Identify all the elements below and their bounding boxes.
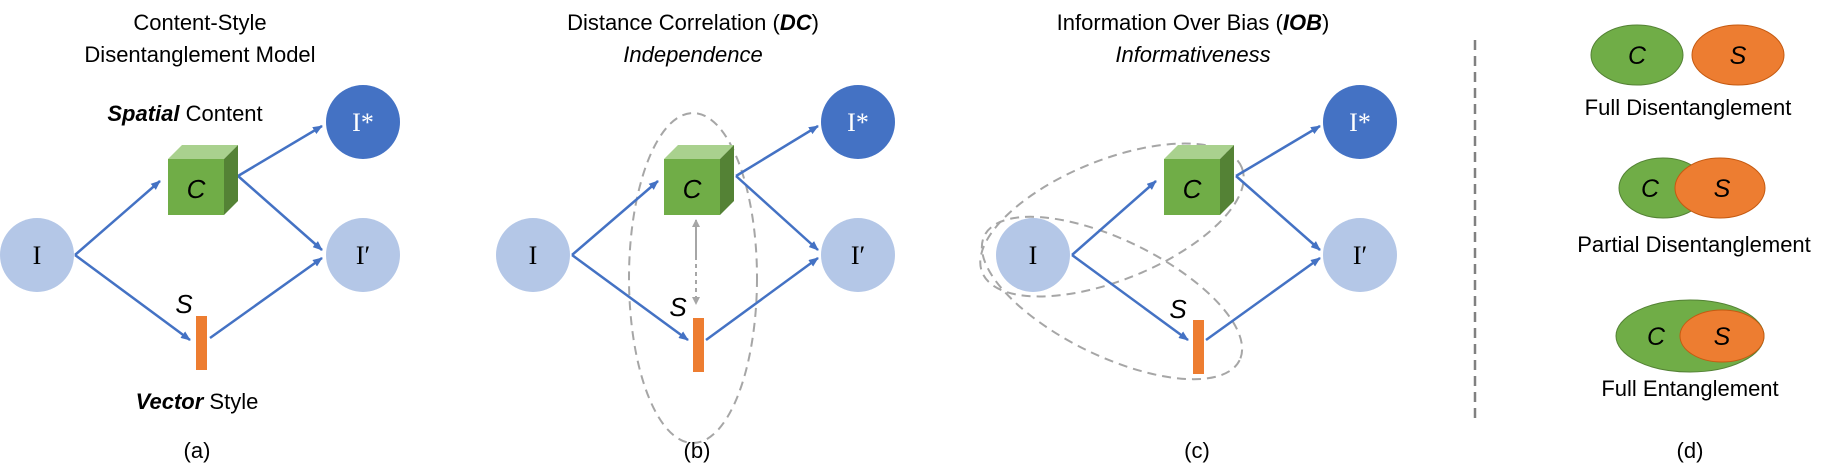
spatial-bold: Spatial (107, 101, 180, 126)
input-node-label: I (33, 241, 42, 270)
panel-b-title-prefix: Distance Correlation ( (567, 10, 780, 35)
arrow-b-content-to-output-star (735, 124, 819, 178)
c-output-prime-node (1323, 218, 1397, 292)
b-output-prime-node (821, 218, 895, 292)
output-star-node (326, 85, 400, 159)
arrow-c-style-to-output-prime (1205, 256, 1321, 342)
panel-b-subtitle: Independence (623, 42, 762, 67)
panel-c-title: Information Over Bias (IOB) (1057, 10, 1330, 35)
panel-a-title-line2: Disentanglement Model (84, 42, 315, 67)
b-output-star-node (821, 85, 895, 159)
spatial-content-label: Spatial Content (107, 101, 262, 126)
pd-content-label: C (1641, 175, 1660, 203)
panel-b-title: Distance Correlation (DC) (567, 10, 819, 35)
full-entanglement-label: Full Entanglement (1601, 376, 1778, 401)
arrow-c-content-to-output-prime (1235, 175, 1321, 251)
fd-style-label: S (1730, 42, 1747, 70)
arrow-b-style-to-output-prime (705, 256, 819, 342)
panel-b-title-abbr: DC (780, 10, 813, 35)
input-node (0, 218, 74, 292)
output-star-label: I* (352, 108, 374, 137)
fd-content-label: C (1628, 42, 1647, 70)
vector-bold: Vector (136, 389, 205, 414)
b-content-cube-label: C (683, 174, 702, 204)
panel-c-subtitle: Informativeness (1115, 42, 1270, 67)
b-output-prime-label: I′ (851, 241, 865, 270)
panel-c-title-prefix: Information Over Bias ( (1057, 10, 1284, 35)
arrow-style-to-output-prime (209, 256, 323, 340)
style-word: Style (203, 389, 258, 414)
b-output-star-label: I* (847, 108, 869, 137)
b-style-vector-label: S (669, 292, 687, 322)
panel-a-title-line1: Content-Style (133, 10, 266, 35)
panel-b-caption: (b) (684, 438, 711, 463)
iob-style-ellipse (980, 215, 1244, 381)
fe-style-ellipse (1679, 309, 1765, 363)
c-output-star-label: I* (1349, 108, 1371, 137)
fd-content-ellipse (1590, 24, 1684, 86)
output-prime-label: I′ (356, 241, 370, 270)
panel-c: Information Over Bias (IOB) Informativen… (979, 10, 1397, 463)
arrow-c-input-to-content (1071, 180, 1157, 256)
arrow-c-content-to-output-star (1235, 124, 1321, 178)
arrow-b-input-to-style (571, 253, 689, 342)
output-prime-node (326, 218, 400, 292)
c-output-star-node (1323, 85, 1397, 159)
fd-style-ellipse (1691, 24, 1785, 86)
full-disentanglement-label: Full Disentanglement (1585, 95, 1792, 120)
panel-c-title-suffix: ) (1322, 10, 1329, 35)
arrow-input-to-style (74, 253, 191, 342)
panel-d: C S Full Disentanglement C S Partial Dis… (1577, 24, 1811, 463)
panel-c-caption: (c) (1184, 438, 1210, 463)
arrow-content-to-output-star (237, 124, 323, 178)
c-output-prime-label: I′ (1353, 241, 1367, 270)
dc-dependence-ellipse (628, 112, 758, 444)
panel-b-title-suffix: ) (812, 10, 819, 35)
arrow-b-content-to-output-prime (735, 175, 819, 251)
panel-d-caption: (d) (1677, 438, 1704, 463)
panel-b: Distance Correlation (DC) Independence I… (496, 10, 895, 463)
fe-style-label: S (1714, 323, 1731, 351)
arrow-input-to-content (74, 180, 161, 256)
c-style-vector (1193, 320, 1204, 374)
arrow-b-input-to-content (571, 180, 659, 256)
vector-style-label: Vector Style (136, 389, 259, 414)
b-style-vector (693, 318, 704, 372)
style-vector (196, 316, 207, 370)
partial-disentanglement-label: Partial Disentanglement (1577, 232, 1811, 257)
c-style-vector-label: S (1169, 294, 1187, 324)
pd-style-label: S (1714, 175, 1731, 203)
b-input-node-label: I (529, 241, 538, 270)
style-vector-label: S (175, 289, 193, 319)
fe-content-label: C (1647, 323, 1666, 351)
arrow-c-input-to-style (1071, 253, 1189, 342)
arrow-content-to-output-prime (237, 175, 323, 251)
content-word: Content (179, 101, 262, 126)
panel-c-title-abbr: IOB (1283, 10, 1322, 35)
c-input-node-label: I (1029, 241, 1038, 270)
panel-a-caption: (a) (184, 438, 211, 463)
content-cube-label: C (187, 174, 206, 204)
c-input-node (996, 218, 1070, 292)
pd-style-ellipse (1674, 157, 1766, 219)
b-input-node (496, 218, 570, 292)
iob-content-ellipse (979, 142, 1245, 298)
c-content-cube-label: C (1183, 174, 1202, 204)
panel-a: Content-Style Disentanglement Model Spat… (0, 10, 400, 463)
